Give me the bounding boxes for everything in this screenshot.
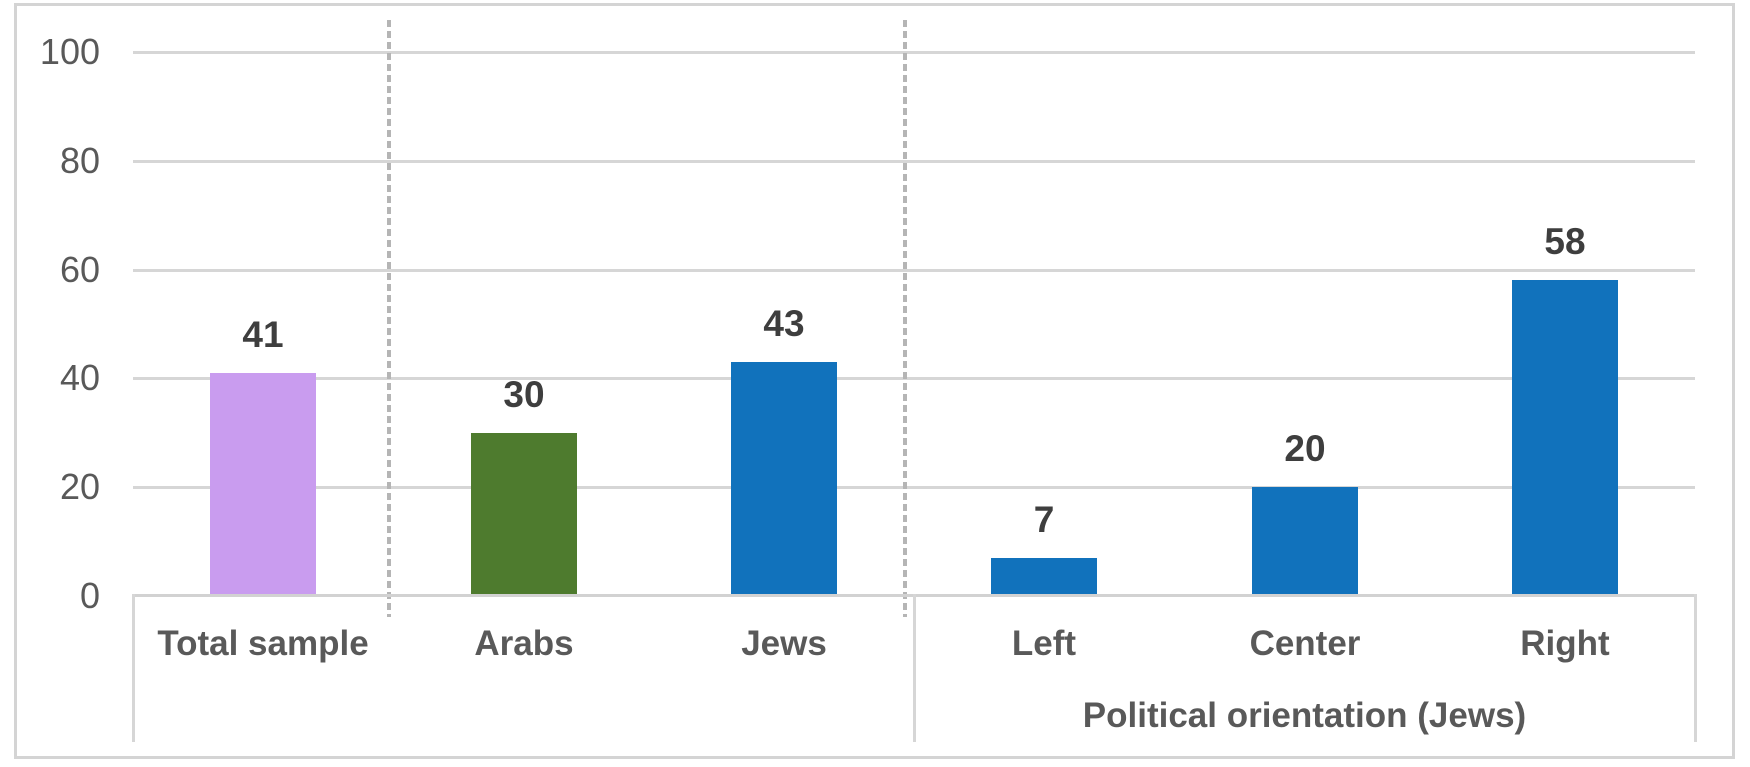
axis-divider-group-boundary [913,594,916,742]
y-axis-tick-label-20: 20 [59,466,100,507]
value-label-jews: 43 [763,303,805,344]
bar-center [1252,487,1358,596]
y-axis-tick-label-60: 60 [59,249,100,290]
gridline-80 [133,160,1695,163]
chart-frame-border [14,3,1735,759]
y-axis-tick-label-80: 80 [59,140,100,181]
value-label-total-sample: 41 [242,314,284,355]
dashed-separator-1 [387,20,391,617]
y-axis-tick-label-0: 0 [79,575,100,616]
category-label-arabs: Arabs [474,624,574,663]
axis-divider-left [132,594,135,742]
group-label-political-orientation: Political orientation (Jews) [1082,696,1527,735]
value-label-center: 20 [1284,428,1326,469]
bar-total-sample [210,373,316,596]
category-label-jews: Jews [741,624,827,663]
bar-right [1512,280,1618,596]
gridline-60 [133,269,1695,272]
category-label-right: Right [1520,624,1610,663]
gridline-100 [133,51,1695,54]
dashed-separator-2 [903,20,907,617]
bar-arabs [471,433,577,596]
y-axis-tick-label-40: 40 [59,357,100,398]
y-axis-tick-label-100: 100 [39,31,100,72]
value-label-left: 7 [1033,499,1055,540]
bar-left [991,558,1097,596]
value-label-arabs: 30 [503,374,545,415]
category-label-left: Left [1011,624,1077,663]
axis-divider-right [1694,594,1697,742]
bar-jews [731,362,837,596]
gridline-20 [133,486,1695,489]
category-label-center: Center [1249,624,1361,663]
gridline-40 [133,377,1695,380]
value-label-right: 58 [1544,221,1586,262]
category-label-total-sample: Total sample [157,624,369,663]
